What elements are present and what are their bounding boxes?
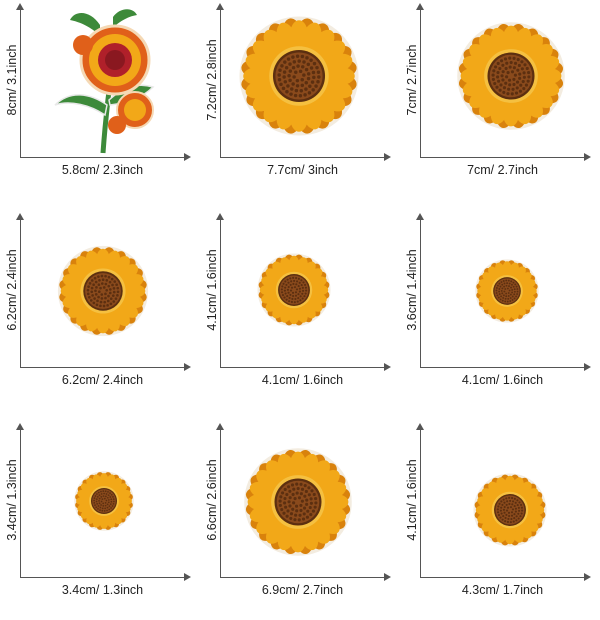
height-label: 4.1cm/ 1.6inch bbox=[205, 249, 219, 331]
sunflower-bouquet-patch bbox=[45, 5, 165, 155]
axis-arrow-right bbox=[184, 153, 191, 161]
width-axis bbox=[420, 367, 585, 368]
axis-arrow-right bbox=[584, 153, 591, 161]
axis-arrow-right bbox=[384, 363, 391, 371]
height-axis bbox=[20, 426, 21, 578]
width-axis bbox=[220, 577, 385, 578]
patch-cell-4: 6.2cm/ 2.4inch 6.2cm/ 2.4inch bbox=[0, 210, 200, 410]
patch-cell-5: 4.1cm/ 1.6inch 4.1cm/ 1.6inch bbox=[200, 210, 400, 410]
width-label: 6.9cm/ 2.7inch bbox=[261, 583, 344, 597]
width-axis bbox=[420, 157, 585, 158]
sunflower-patch bbox=[56, 244, 150, 338]
sunflower-patch bbox=[73, 470, 135, 532]
height-axis bbox=[420, 426, 421, 578]
sunflower-patch bbox=[474, 258, 540, 324]
height-axis bbox=[420, 6, 421, 158]
patch-cell-2: 7.2cm/ 2.8inch 7.7cm/ 3inch bbox=[200, 0, 400, 200]
patch-cell-7: 3.4cm/ 1.3inch 3.4cm/ 1.3inch bbox=[0, 420, 200, 620]
sunflower-patch bbox=[472, 472, 548, 548]
width-axis bbox=[420, 577, 585, 578]
sunflower-patch bbox=[256, 252, 332, 328]
patch-cell-1: 8cm/ 3.1inch 5.8cm/ 2.3inch bbox=[0, 0, 200, 200]
width-label: 5.8cm/ 2.3inch bbox=[61, 163, 144, 177]
width-axis bbox=[220, 367, 385, 368]
height-axis bbox=[20, 216, 21, 368]
width-label: 6.2cm/ 2.4inch bbox=[61, 373, 144, 387]
patch-cell-3: 7cm/ 2.7inch 7cm/ 2.7inch bbox=[400, 0, 600, 200]
height-label: 3.6cm/ 1.4inch bbox=[405, 249, 419, 331]
width-label: 4.3cm/ 1.7inch bbox=[461, 583, 544, 597]
height-label: 8cm/ 3.1inch bbox=[5, 44, 19, 116]
patch-cell-9: 4.1cm/ 1.6inch 4.3cm/ 1.7inch bbox=[400, 420, 600, 620]
height-axis bbox=[220, 216, 221, 368]
height-axis bbox=[220, 6, 221, 158]
axis-arrow-right bbox=[384, 573, 391, 581]
sunflower-patch bbox=[237, 14, 361, 138]
width-axis bbox=[20, 157, 185, 158]
width-axis bbox=[220, 157, 385, 158]
height-label: 6.2cm/ 2.4inch bbox=[5, 249, 19, 331]
axis-arrow-right bbox=[584, 573, 591, 581]
width-label: 7cm/ 2.7inch bbox=[467, 163, 538, 177]
axis-arrow-right bbox=[184, 573, 191, 581]
axis-arrow-right bbox=[584, 363, 591, 371]
sunflower-patch bbox=[242, 446, 354, 558]
axis-arrow-right bbox=[184, 363, 191, 371]
height-axis bbox=[20, 6, 21, 158]
patch-cell-6: 3.6cm/ 1.4inch 4.1cm/ 1.6inch bbox=[400, 210, 600, 410]
height-label: 7cm/ 2.7inch bbox=[405, 44, 419, 116]
height-label: 6.6cm/ 2.6inch bbox=[205, 459, 219, 541]
axis-arrow-right bbox=[384, 153, 391, 161]
height-label: 3.4cm/ 1.3inch bbox=[5, 459, 19, 541]
width-axis bbox=[20, 367, 185, 368]
width-label: 7.7cm/ 3inch bbox=[267, 163, 338, 177]
height-label: 4.1cm/ 1.6inch bbox=[405, 459, 419, 541]
height-label: 7.2cm/ 2.8inch bbox=[205, 39, 219, 121]
sunflower-patch bbox=[455, 20, 567, 132]
width-label: 4.1cm/ 1.6inch bbox=[261, 373, 344, 387]
height-axis bbox=[420, 216, 421, 368]
width-label: 3.4cm/ 1.3inch bbox=[61, 583, 144, 597]
patch-cell-8: 6.6cm/ 2.6inch 6.9cm/ 2.7inch bbox=[200, 420, 400, 620]
height-axis bbox=[220, 426, 221, 578]
width-label: 4.1cm/ 1.6inch bbox=[461, 373, 544, 387]
width-axis bbox=[20, 577, 185, 578]
